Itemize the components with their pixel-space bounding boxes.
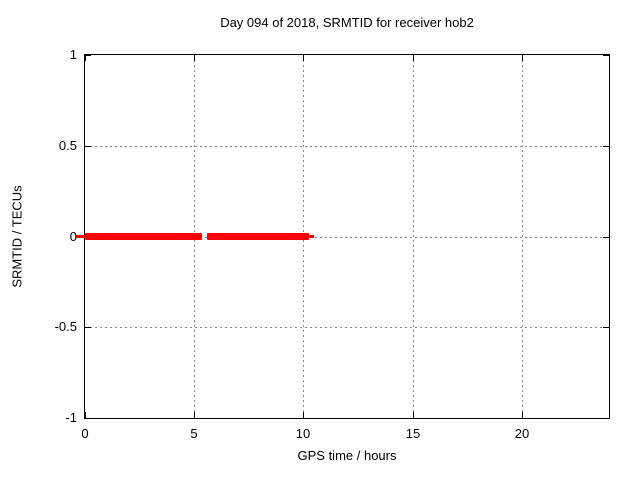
x-tick-mark: [413, 412, 414, 418]
y-tick-mark: [603, 146, 609, 147]
y-tick-label: -1: [65, 410, 77, 425]
y-tick-mark: [603, 55, 609, 56]
y-tick-mark: [603, 327, 609, 328]
y-tick-label: 0.5: [58, 138, 77, 153]
x-tick-label: 15: [405, 426, 421, 441]
plot-area: 0 5 10 15 20 1 0.5 0 -0.5 -1: [55, 47, 610, 441]
y-gridline: [85, 146, 609, 147]
y-tick-mark: [603, 237, 609, 238]
y-tick-mark: [85, 146, 91, 147]
x-tick-mark: [522, 55, 523, 61]
x-tick-mark: [194, 412, 195, 418]
x-tick-mark: [85, 412, 86, 418]
x-tick-label: 10: [295, 426, 311, 441]
x-tick-mark: [303, 55, 304, 61]
data-series-line-tip: [76, 235, 85, 238]
y-gridline: [85, 237, 609, 238]
x-tick-mark: [522, 412, 523, 418]
y-tick-mark: [85, 418, 91, 419]
y-tick-label: 0: [69, 229, 77, 244]
x-tick-mark: [303, 412, 304, 418]
x-tick-label: 5: [190, 426, 198, 441]
x-gridline: [522, 55, 523, 418]
data-series-segment: [207, 233, 309, 240]
y-tick-mark: [603, 418, 609, 419]
x-gridline: [413, 55, 414, 418]
y-tick-label: 1: [69, 47, 77, 62]
x-tick-mark: [85, 55, 86, 61]
x-tick-mark: [194, 55, 195, 61]
y-axis-label: SRMTID / TECUs: [9, 185, 25, 288]
x-tick-label: 0: [81, 426, 89, 441]
chart-title: Day 094 of 2018, SRMTID for receiver hob…: [220, 15, 474, 30]
x-axis-label: GPS time / hours: [297, 448, 397, 463]
x-tick-label: 20: [514, 426, 530, 441]
y-tick-label: -0.5: [54, 319, 77, 334]
y-tick-mark: [85, 327, 91, 328]
data-series-segment: [85, 233, 202, 240]
data-series-line-tip: [309, 235, 314, 238]
x-tick-mark: [413, 55, 414, 61]
y-gridline: [85, 327, 609, 328]
y-tick-mark: [85, 55, 91, 56]
